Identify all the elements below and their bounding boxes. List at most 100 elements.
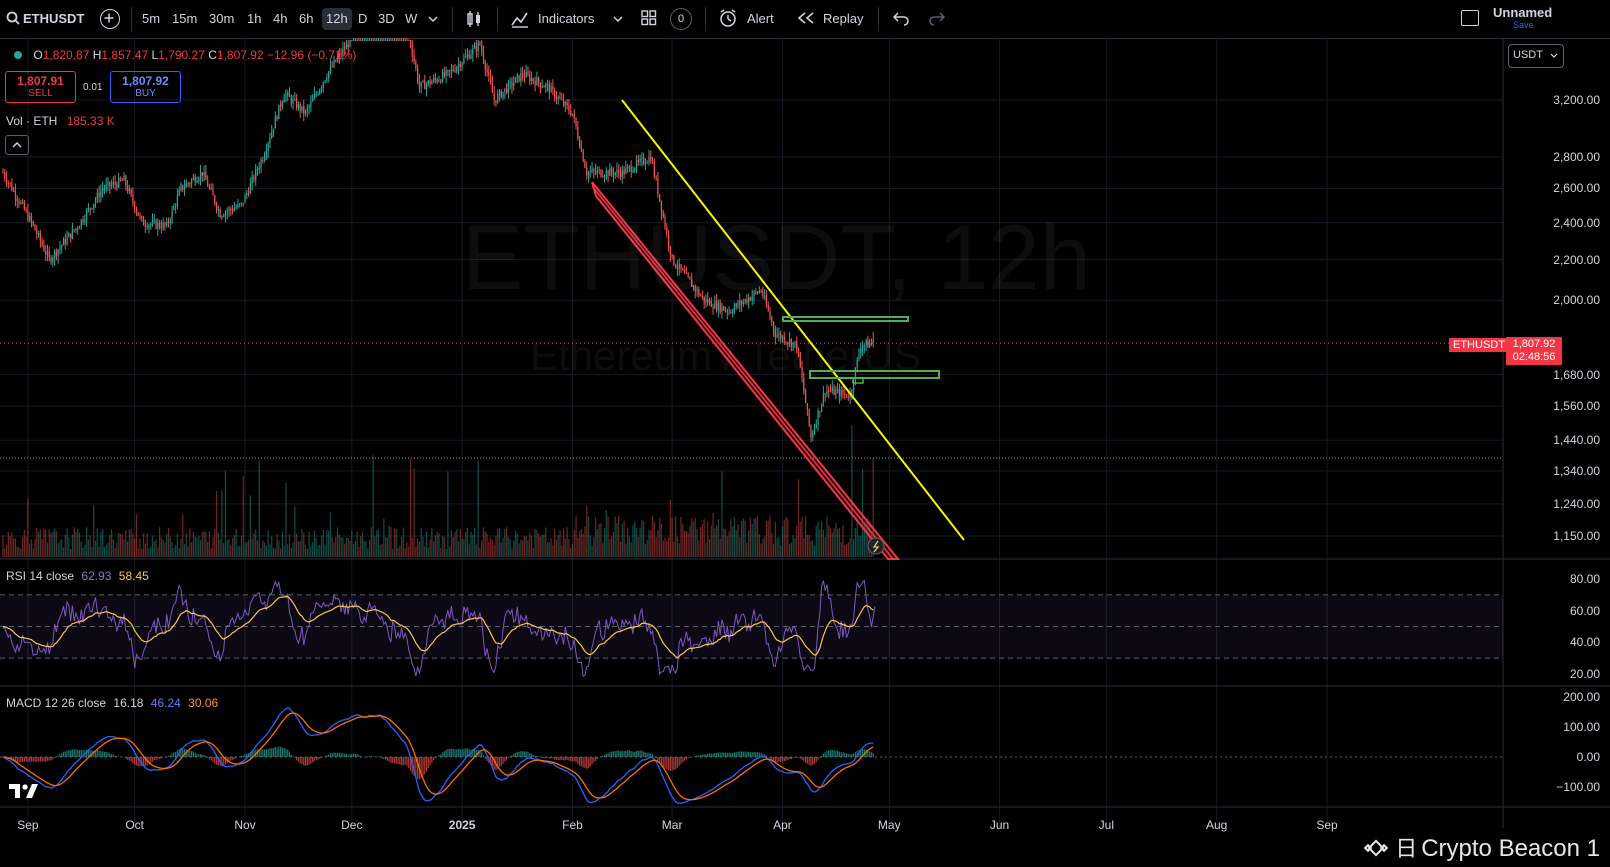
macd-histogram-bar	[730, 752, 732, 757]
time-axis-label: May	[877, 818, 901, 832]
candle-body	[267, 143, 269, 151]
macd-axis-label: −100.00	[1556, 780, 1600, 794]
undo-icon[interactable]	[892, 10, 910, 26]
volume-bar	[135, 514, 138, 557]
candle-body	[308, 106, 310, 109]
candle-body	[488, 72, 490, 75]
candle-body	[555, 97, 558, 99]
volume-bar	[401, 536, 403, 557]
add-symbol-icon[interactable]	[100, 9, 120, 29]
macd-histogram-bar	[155, 757, 157, 761]
volume-bar	[329, 512, 332, 557]
candle-body	[239, 203, 241, 205]
sell-button[interactable]: 1,807.91 SELL	[5, 71, 76, 103]
candle-body	[87, 207, 90, 211]
candle-body	[463, 57, 465, 64]
volume-bar	[851, 424, 853, 557]
candles-icon[interactable]	[465, 9, 483, 29]
replay-rewind-icon[interactable]	[797, 11, 815, 25]
macd-histogram-bar	[25, 757, 27, 762]
macd-histogram-bar	[395, 757, 397, 764]
alert-button[interactable]: Alert	[747, 11, 774, 26]
macd-histogram-bar	[788, 757, 791, 760]
chevron-down-icon[interactable]	[613, 15, 623, 23]
volume-bar	[812, 539, 814, 557]
candle-body	[586, 167, 588, 176]
alarm-clock-icon[interactable]	[718, 8, 738, 28]
symbol-search[interactable]: ETHUSDT	[23, 11, 85, 26]
layout-name[interactable]: Unnamed	[1493, 5, 1553, 20]
candle-body	[692, 285, 695, 288]
rsi-line	[2, 579, 876, 678]
candle-body	[233, 208, 235, 212]
volume-bar	[182, 514, 184, 557]
volume-bar	[735, 530, 737, 557]
volume-bar	[566, 527, 568, 557]
volume-bar	[5, 544, 8, 557]
interval-3D[interactable]: 3D	[378, 11, 395, 26]
chart-canvas[interactable]	[0, 38, 1610, 828]
interval-1h[interactable]: 1h	[247, 11, 262, 26]
interval-6h[interactable]: 6h	[299, 11, 314, 26]
volume-bar	[397, 547, 399, 557]
volume-bar	[653, 522, 655, 557]
replay-button[interactable]: Replay	[823, 11, 864, 26]
templates-grid-icon[interactable]	[640, 9, 658, 27]
volume-bar	[776, 538, 778, 557]
indicators-button[interactable]: Indicators	[538, 11, 595, 26]
interval-15m[interactable]: 15m	[172, 11, 198, 26]
macd-histogram-bar	[787, 757, 789, 761]
open-value: 1,820.87	[42, 48, 90, 62]
volume-bar	[224, 470, 227, 557]
macd-histogram-bar	[201, 754, 203, 757]
candle-body	[472, 48, 474, 55]
save-link[interactable]: Save	[1513, 20, 1534, 30]
buy-button[interactable]: 1,807.92 BUY	[110, 71, 181, 103]
macd-histogram-bar	[392, 757, 394, 764]
candle-body	[797, 348, 800, 353]
search-icon[interactable]	[6, 11, 20, 25]
candle-body	[792, 342, 794, 347]
candle-body	[365, 40, 367, 41]
interval-12h[interactable]: 12h	[322, 8, 352, 30]
volume-bar	[632, 525, 634, 557]
volume-value: 185.33 K	[66, 114, 115, 128]
redo-icon[interactable]	[928, 10, 946, 26]
volume-bar	[89, 535, 91, 557]
interval-5m[interactable]: 5m	[142, 11, 161, 26]
macd-histogram-bar	[290, 754, 292, 757]
macd-histogram-bar	[450, 748, 453, 757]
volume-bar	[178, 548, 180, 557]
interval-30m[interactable]: 30m	[209, 11, 235, 26]
currency-select[interactable]: USDT	[1508, 44, 1564, 68]
volume-bar	[717, 519, 720, 557]
chevron-down-icon[interactable]	[428, 15, 438, 23]
layout-square-icon[interactable]	[1461, 10, 1479, 26]
volume-bar	[57, 543, 59, 557]
volume-bar	[872, 457, 874, 557]
candle-body	[612, 172, 615, 176]
macd-histogram-bar	[641, 750, 643, 757]
volume-bar	[454, 531, 456, 557]
indicators-icon[interactable]	[510, 9, 530, 29]
macd-histogram-bar	[655, 757, 657, 758]
volume-bar	[48, 529, 50, 557]
volume-bar	[105, 545, 107, 557]
volume-bar	[189, 527, 191, 557]
volume-bar	[288, 534, 291, 557]
interval-D[interactable]: D	[358, 11, 368, 26]
collapse-legend-button[interactable]	[5, 135, 29, 155]
macd-histogram-bar	[710, 753, 712, 757]
macd-histogram-bar	[534, 756, 536, 757]
volume-bar	[96, 528, 98, 557]
interval-W[interactable]: W	[405, 11, 418, 26]
macd-histogram-bar	[409, 757, 412, 771]
price-axis-label: 1,440.00	[1553, 433, 1600, 448]
interval-4h[interactable]: 4h	[273, 11, 288, 26]
macd-histogram-bar	[214, 757, 216, 764]
volume-bar	[618, 515, 620, 557]
volume-bar	[643, 521, 645, 557]
volume-bar	[263, 543, 266, 557]
candle-body	[794, 341, 796, 343]
volume-bar	[244, 542, 246, 557]
